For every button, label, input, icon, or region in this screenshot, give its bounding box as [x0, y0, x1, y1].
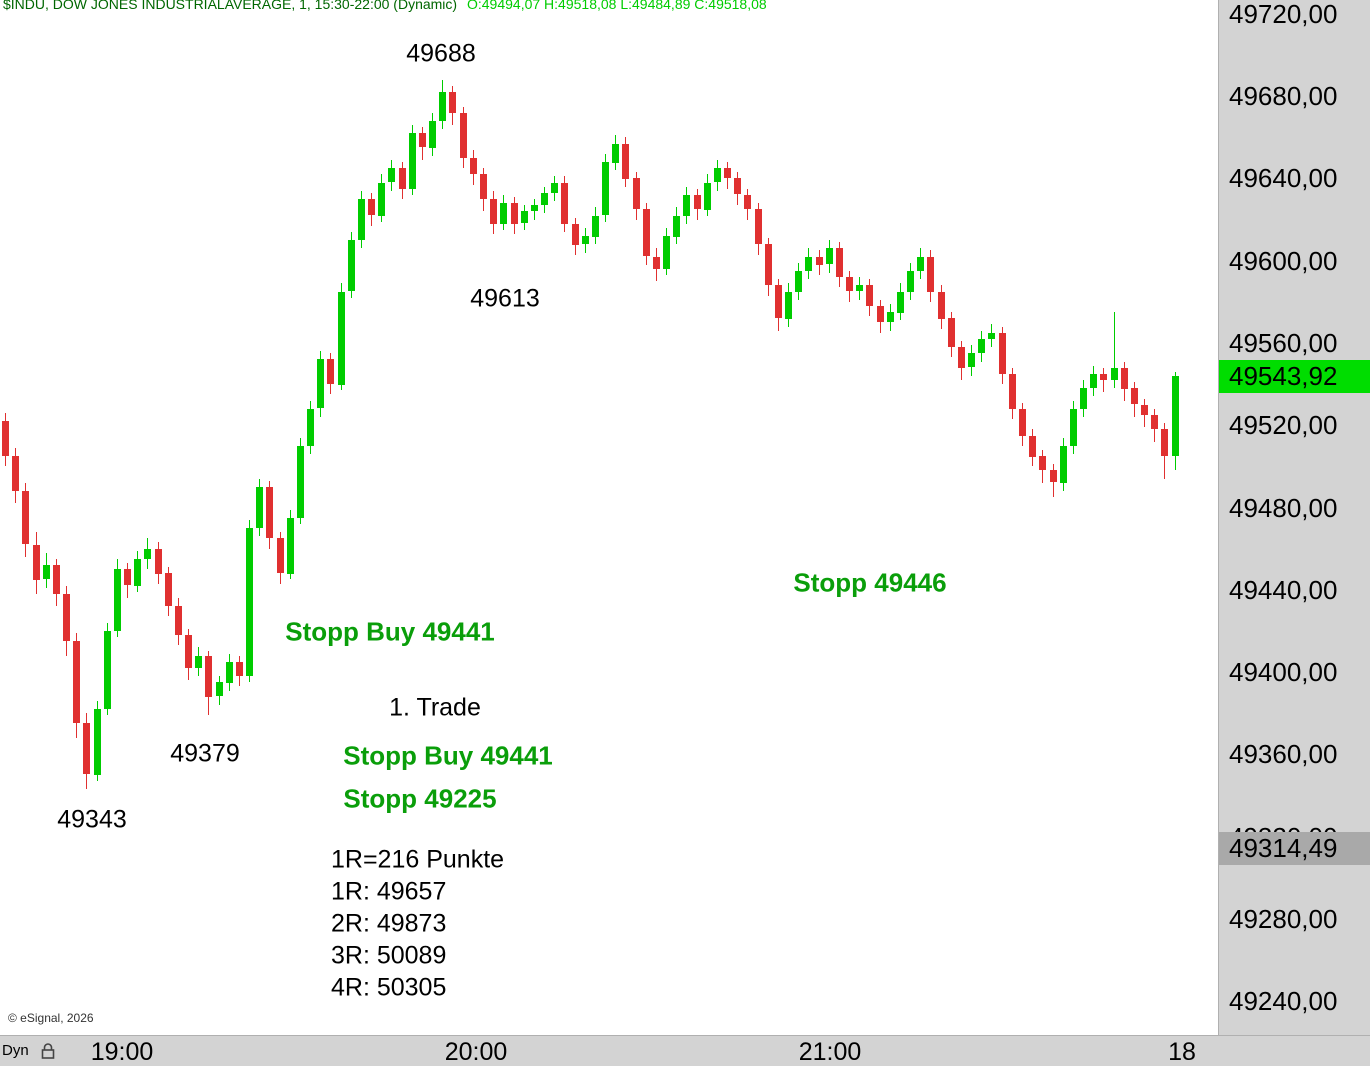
y-axis-label: 49240,00: [1229, 986, 1338, 1016]
chart-annotation[interactable]: 49688: [406, 39, 476, 68]
x-axis-label: 19:00: [90, 1038, 154, 1066]
current-price-tag: 49543,92: [1219, 360, 1370, 393]
x-axis-label: 20:00: [444, 1038, 508, 1066]
symbol-info: $INDU, DOW JONES INDUSTRIALAVERAGE, 1, 1…: [3, 0, 458, 12]
y-axis-label: 49680,00: [1229, 81, 1338, 111]
y-axis-label: 49280,00: [1229, 904, 1338, 934]
y-axis-label: 49400,00: [1229, 657, 1338, 687]
chart-annotation[interactable]: 1R=216 Punkte: [331, 845, 505, 874]
chart-annotation[interactable]: 3R: 50089: [331, 941, 447, 970]
y-axis-label: 49520,00: [1229, 410, 1338, 440]
chart-annotation[interactable]: Stopp 49225: [343, 783, 497, 814]
x-axis-label: 18: [1168, 1038, 1196, 1066]
copyright: © eSignal, 2026: [8, 1011, 94, 1025]
y-axis-label: 49600,00: [1229, 246, 1338, 276]
chart-header: $INDU, DOW JONES INDUSTRIALAVERAGE, 1, 1…: [3, 0, 767, 12]
chart-annotation[interactable]: 49379: [170, 739, 240, 768]
y-axis-label: 49440,00: [1229, 575, 1338, 605]
chart-annotation[interactable]: 49343: [57, 805, 127, 834]
price-axis[interactable]: 49720,00 49680,00 49640,00 49600,00 49560,00…: [1218, 0, 1370, 1035]
chart-annotation[interactable]: 4R: 50305: [331, 973, 447, 1002]
secondary-price-tag: 49314,49: [1219, 832, 1370, 865]
chart-annotation[interactable]: 49613: [470, 284, 540, 313]
chart-annotation[interactable]: 1. Trade: [389, 693, 481, 722]
plot-area[interactable]: 49688 49613 Stopp 49446 Stopp Buy 49441 1. T…: [0, 0, 1218, 1035]
chart-annotation[interactable]: Stopp Buy 49441: [285, 616, 495, 647]
candlestick-series: [2, 80, 1179, 789]
y-axis-label: 49720,00: [1229, 0, 1338, 29]
chart-annotation[interactable]: Stopp 49446: [793, 567, 947, 598]
y-axis-label: 49360,00: [1229, 739, 1338, 769]
chart-annotation[interactable]: Stopp Buy 49441: [343, 740, 553, 771]
y-axis-label: 49480,00: [1229, 493, 1338, 523]
dyn-label[interactable]: Dyn: [2, 1042, 29, 1059]
chart-annotation[interactable]: 2R: 49873: [331, 909, 447, 938]
chart-annotation[interactable]: 1R: 49657: [331, 877, 447, 906]
time-axis[interactable]: Dyn 19:00 20:00 21:00 18: [0, 1035, 1370, 1066]
ohlc-readout: O:49494,07 H:49518,08 L:49484,89 C:49518…: [466, 0, 767, 12]
lock-icon[interactable]: [40, 1042, 56, 1060]
y-axis-label: 49560,00: [1229, 328, 1338, 358]
y-axis-label: 49640,00: [1229, 163, 1338, 193]
x-axis-label: 21:00: [798, 1038, 862, 1066]
